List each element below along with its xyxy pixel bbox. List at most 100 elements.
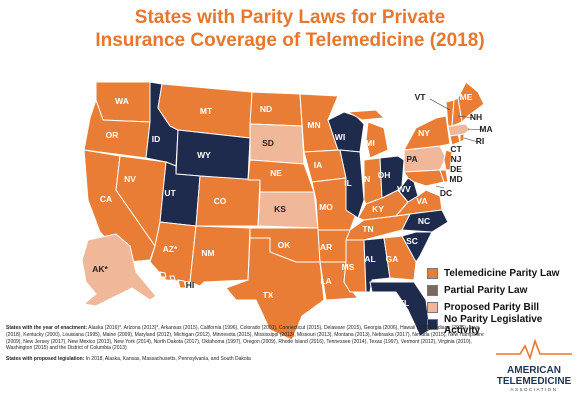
label-sd: SD xyxy=(262,138,274,148)
state-ak[interactable] xyxy=(81,233,157,307)
label-mi: MI xyxy=(365,138,374,148)
state-ga[interactable] xyxy=(383,235,417,281)
label-tn: TN xyxy=(362,224,373,234)
label-pa: PA xyxy=(406,154,417,164)
footnotes: States with the year of enactment: Alask… xyxy=(6,325,486,367)
label-ri: RI xyxy=(476,136,485,146)
label-ak: AK* xyxy=(92,264,108,274)
legend-swatch-none xyxy=(427,319,438,330)
label-hi: HI xyxy=(186,280,195,290)
label-ky: KY xyxy=(372,204,384,214)
label-wa: WA xyxy=(115,96,129,106)
legend-label-partial: Partial Parity Law xyxy=(444,285,528,296)
label-ct: CT xyxy=(450,144,462,154)
logo-line-1: AMERICAN xyxy=(507,365,561,376)
logo-line-3: ASSOCIATION xyxy=(510,387,558,392)
state-nj[interactable] xyxy=(443,149,453,171)
state-ia[interactable] xyxy=(303,149,347,183)
label-de: DE xyxy=(450,164,462,174)
label-ne: NE xyxy=(270,168,282,178)
state-de[interactable] xyxy=(439,169,449,183)
proposed-note: States with proposed legislation: In 201… xyxy=(6,356,486,363)
logo-line-2: TELEMEDICINE xyxy=(496,376,572,387)
label-nj: NJ xyxy=(451,154,462,164)
label-nc: NC xyxy=(418,216,430,226)
label-nm: NM xyxy=(201,248,214,258)
label-or: OR xyxy=(106,130,119,140)
state-wi[interactable] xyxy=(327,111,365,153)
legend-item-none: No Parity Legislative Activity xyxy=(427,314,577,336)
label-oh: OH xyxy=(378,170,391,180)
label-nd: ND xyxy=(260,104,272,114)
label-wv: WV xyxy=(397,184,411,194)
ata-logo: AMERICAN TELEMEDICINE ASSOCIATION xyxy=(490,338,578,398)
label-nv: NV xyxy=(124,174,136,184)
state-nm[interactable] xyxy=(189,225,251,287)
label-va: VA xyxy=(416,196,427,206)
legend-label-none: No Parity Legislative Activity xyxy=(444,313,543,336)
legend-label-proposed: Proposed Parity Bill xyxy=(444,302,540,313)
label-ma: MA xyxy=(479,124,492,134)
legend-swatch-partial xyxy=(427,285,438,296)
label-mo: MO xyxy=(319,202,333,212)
label-al: AL xyxy=(364,254,375,264)
legend-item-partial: Partial Parity Law xyxy=(427,283,577,298)
label-ut: UT xyxy=(164,188,176,198)
label-in: IN xyxy=(362,174,371,184)
label-ar: AR xyxy=(320,242,332,252)
state-sd[interactable] xyxy=(249,123,305,165)
state-ri[interactable] xyxy=(459,133,465,143)
proposed-label: States with proposed legislation: xyxy=(6,356,85,363)
label-mn: MN xyxy=(307,120,320,130)
state-hi[interactable] xyxy=(159,271,187,289)
state-co[interactable] xyxy=(195,175,261,227)
state-wy[interactable] xyxy=(175,129,251,181)
state-ma[interactable] xyxy=(447,123,471,137)
label-me: ME xyxy=(460,92,473,102)
label-fl: FL xyxy=(399,298,409,308)
title-line-1: States with Parity Laws for Private xyxy=(134,7,446,28)
state-ks[interactable] xyxy=(257,191,319,229)
label-ok: OK xyxy=(278,240,292,250)
label-la: LA xyxy=(320,276,331,286)
proposed-text: In 2018, Alaska, Kansas, Massachusetts, … xyxy=(85,356,251,363)
label-wy: WY xyxy=(197,150,211,160)
label-nh: NH xyxy=(470,112,482,122)
legend-item-parity: Telemedicine Parity Law xyxy=(427,266,577,281)
legend-swatch-proposed xyxy=(427,302,438,313)
state-me[interactable] xyxy=(457,81,485,123)
legend-swatch-parity xyxy=(427,268,438,279)
legend-item-proposed: Proposed Parity Bill xyxy=(427,300,577,315)
state-ny[interactable] xyxy=(403,115,451,151)
state-nd[interactable] xyxy=(249,91,303,127)
label-tx: TX xyxy=(263,290,274,300)
label-sc: SC xyxy=(406,236,418,246)
enactment-note: States with the year of enactment: Alask… xyxy=(6,325,486,352)
heartbeat-icon xyxy=(496,338,572,361)
label-ny: NY xyxy=(418,128,430,138)
label-dc: DC xyxy=(440,188,452,198)
state-mi[interactable] xyxy=(347,109,389,159)
label-az: AZ* xyxy=(163,244,178,254)
label-md: MD xyxy=(449,174,462,184)
state-tx[interactable] xyxy=(225,237,325,341)
state-sc[interactable] xyxy=(401,231,433,263)
label-vt: VT xyxy=(415,92,427,102)
label-wi: WI xyxy=(335,132,345,142)
label-mt: MT xyxy=(200,106,213,116)
enactment-text: Alaska (2016)*, Arizona (2013)*, Arkansa… xyxy=(6,325,484,352)
label-ms: MS xyxy=(342,262,355,272)
label-il: IL xyxy=(344,178,352,188)
enactment-label: States with the year of enactment: xyxy=(6,325,88,331)
state-fl[interactable] xyxy=(369,281,431,337)
label-ks: KS xyxy=(274,204,286,214)
legend-label-parity: Telemedicine Parity Law xyxy=(444,268,560,279)
label-ia: IA xyxy=(314,160,323,170)
title-line-2: Insurance Coverage of Telemedicine (2018… xyxy=(95,30,485,51)
label-id: ID xyxy=(152,134,161,144)
map-title: States with Parity Laws for Private Insu… xyxy=(0,6,580,52)
label-ga: GA xyxy=(386,254,399,264)
legend: Telemedicine Parity Law Partial Parity L… xyxy=(427,266,577,336)
label-co: CO xyxy=(214,196,227,206)
